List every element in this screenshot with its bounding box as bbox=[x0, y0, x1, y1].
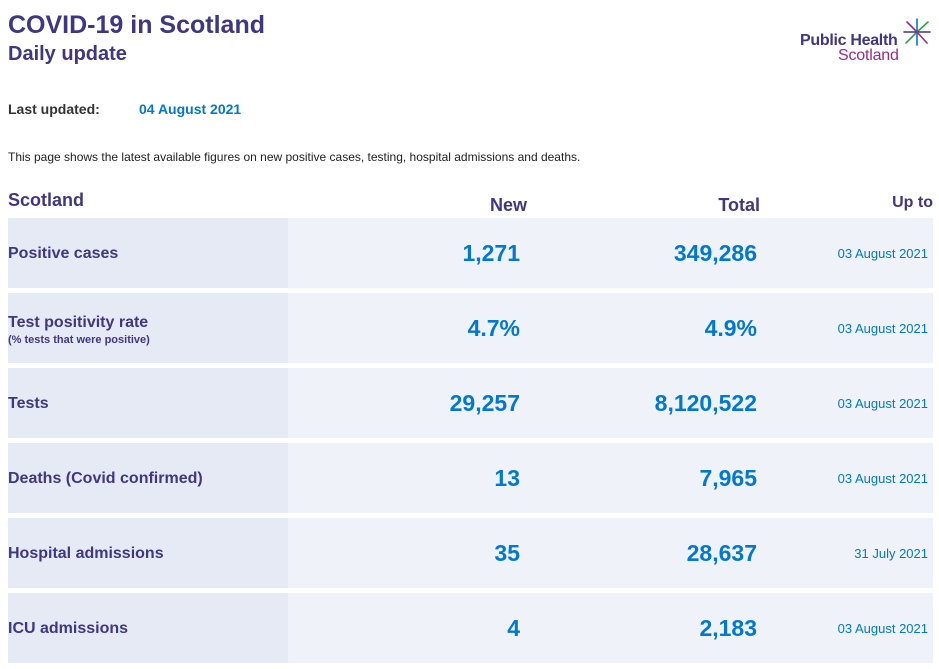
row-new-value: 29,257 bbox=[449, 390, 520, 416]
intro-text: This page shows the latest available fig… bbox=[8, 150, 581, 164]
column-header-new: New bbox=[489, 195, 527, 215]
row-label: Hospital admissions bbox=[8, 545, 164, 562]
row-total-value: 8,120,522 bbox=[654, 390, 757, 416]
last-updated-label: Last updated: bbox=[8, 101, 100, 117]
page-title: COVID-19 in Scotland bbox=[8, 11, 265, 39]
row-label: Positive cases bbox=[8, 245, 119, 262]
table-row-icu-admissions: ICU admissions 4 2,183 03 August 2021 bbox=[8, 593, 933, 663]
public-health-scotland-logo[interactable]: Public Health Scotland bbox=[799, 17, 937, 65]
row-new-value: 35 bbox=[494, 540, 520, 566]
logo-text-line2: Scotland bbox=[838, 47, 899, 64]
column-header-total: Total bbox=[718, 195, 760, 215]
row-new-value: 4.7% bbox=[467, 315, 520, 341]
star-icon bbox=[903, 18, 931, 46]
row-label: Deaths (Covid confirmed) bbox=[8, 470, 203, 487]
row-total-value: 349,286 bbox=[673, 240, 757, 266]
table-row-hospital-admissions: Hospital admissions 35 28,637 31 July 20… bbox=[8, 518, 933, 588]
row-sublabel: (% tests that were positive) bbox=[8, 334, 150, 346]
row-up-to-date: 31 July 2021 bbox=[854, 546, 928, 561]
last-updated-date: 04 August 2021 bbox=[139, 101, 242, 117]
row-up-to-date: 03 August 2021 bbox=[837, 246, 928, 261]
row-new-value: 13 bbox=[494, 465, 520, 491]
row-label: ICU admissions bbox=[8, 620, 129, 637]
row-up-to-date: 03 August 2021 bbox=[837, 471, 928, 486]
row-total-value: 7,965 bbox=[699, 465, 757, 491]
row-up-to-date: 03 August 2021 bbox=[837, 621, 928, 636]
column-header-scotland: Scotland bbox=[8, 190, 85, 210]
table-row-test-positivity-rate: Test positivity rate (% tests that were … bbox=[8, 293, 933, 363]
table-row-tests: Tests 29,257 8,120,522 03 August 2021 bbox=[8, 368, 933, 438]
row-label: Tests bbox=[8, 395, 49, 412]
table-row-deaths: Deaths (Covid confirmed) 13 7,965 03 Aug… bbox=[8, 443, 933, 513]
row-total-value: 4.9% bbox=[704, 315, 757, 341]
row-new-value: 1,271 bbox=[462, 240, 520, 266]
row-total-value: 28,637 bbox=[686, 540, 757, 566]
page-subtitle: Daily update bbox=[8, 43, 127, 65]
row-up-to-date: 03 August 2021 bbox=[837, 396, 928, 411]
row-total-value: 2,183 bbox=[699, 615, 757, 641]
row-label: Test positivity rate bbox=[8, 314, 149, 331]
table-row-positive-cases: Positive cases 1,271 349,286 03 August 2… bbox=[8, 218, 933, 288]
column-header-up-to: Up to bbox=[892, 194, 933, 211]
row-up-to-date: 03 August 2021 bbox=[837, 321, 928, 336]
row-new-value: 4 bbox=[507, 615, 520, 641]
logo-text-line1: Public Health bbox=[800, 32, 898, 49]
